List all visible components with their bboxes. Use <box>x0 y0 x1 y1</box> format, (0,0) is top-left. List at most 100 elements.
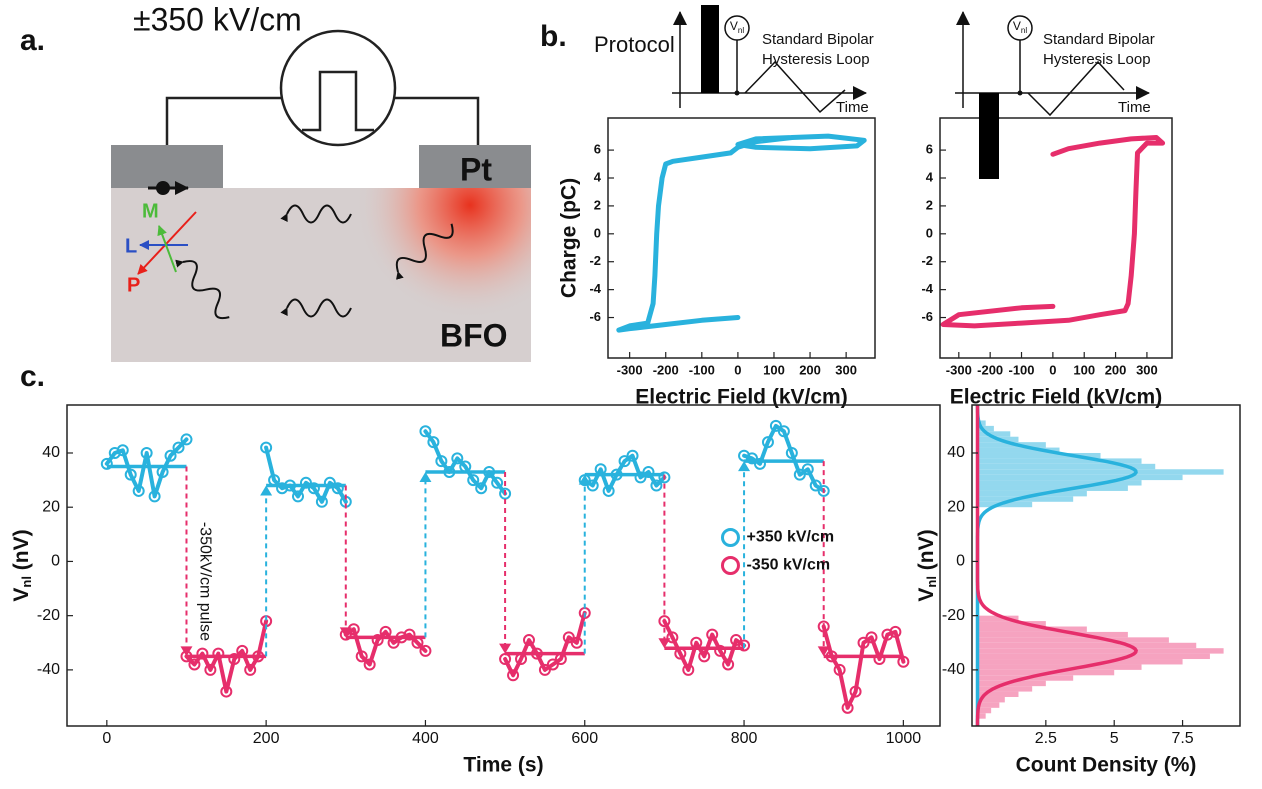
data-point <box>658 615 671 628</box>
x-tick-label: 600 <box>571 730 598 747</box>
x-tick-label: 0 <box>734 362 741 377</box>
x-tick-label: 300 <box>1136 362 1158 377</box>
data-point <box>172 441 185 454</box>
data-point <box>164 449 177 462</box>
x-tick-label: -200 <box>977 362 1003 377</box>
histogram-bar <box>977 702 1000 708</box>
data-point <box>546 658 559 671</box>
loop-label: Standard Bipolar <box>762 31 874 48</box>
plot-frame <box>607 117 876 359</box>
data-point <box>188 658 201 671</box>
histogram-bar <box>977 447 1060 453</box>
histogram-bar <box>977 631 1128 638</box>
data-point <box>714 644 727 657</box>
histogram-bar <box>977 707 992 714</box>
histogram-bar <box>977 480 1142 486</box>
histogram-bar <box>977 420 986 426</box>
legend-label: +350 kV/cm <box>746 529 834 546</box>
y-tick-label: -2 <box>589 253 601 268</box>
y-tick-label: -20 <box>942 607 965 624</box>
data-point <box>642 465 655 478</box>
histogram-bar <box>977 431 1011 437</box>
plot-frame <box>971 404 1241 727</box>
y-axis-label-subscript: nl <box>19 576 34 588</box>
probe-symbol: V <box>1013 19 1021 33</box>
x-tick-label: 1000 <box>886 730 922 747</box>
x-tick-label: 100 <box>763 362 785 377</box>
transition-arrowhead <box>419 471 432 482</box>
data-point <box>499 487 512 500</box>
histogram-bar <box>977 659 1183 665</box>
histogram-bar <box>977 469 1224 475</box>
m-vector <box>157 225 177 273</box>
y-tick-label: 6 <box>926 142 933 157</box>
y-axis-label: Vnl (nV) <box>10 529 35 601</box>
vector-label: L <box>125 235 137 257</box>
y-tick-label: -40 <box>942 661 965 678</box>
data-point <box>586 479 599 492</box>
data-point <box>817 484 830 497</box>
loop-label: Standard Bipolar <box>1043 31 1155 48</box>
y-tick-label: -20 <box>37 607 60 624</box>
histogram-bar <box>977 425 994 432</box>
y-tick-label: -40 <box>37 661 60 678</box>
series-line <box>104 423 826 504</box>
data-point <box>291 490 304 503</box>
x-tick-label: 400 <box>412 730 439 747</box>
y-tick-label: 0 <box>956 553 965 570</box>
probe-dot <box>1017 90 1023 96</box>
data-point <box>307 482 320 495</box>
y-tick-label: 4 <box>594 169 602 184</box>
x-tick-label: 5 <box>1110 730 1119 747</box>
p-vector <box>137 211 197 275</box>
y-axis-label-part: (nV) <box>10 529 33 576</box>
y-tick-label: -6 <box>589 309 601 324</box>
panel-label: b. <box>540 20 567 53</box>
probe-subscript: nl <box>738 26 744 35</box>
y-tick-label: 0 <box>926 225 933 240</box>
protocol: Protocol Vnl Standard Bipolar Hysteresis… <box>594 5 1155 179</box>
data-point <box>809 479 822 492</box>
x-tick-label: -300 <box>946 362 972 377</box>
transition-arrowhead <box>658 638 671 649</box>
transition-arrowhead <box>499 643 512 654</box>
histogram-bar <box>977 485 1128 491</box>
time-label: Time <box>1118 99 1151 116</box>
magnon-wave <box>280 298 352 318</box>
panel-label: c. <box>20 360 45 393</box>
loop-label: Hysteresis Loop <box>1043 51 1151 68</box>
probe <box>1007 15 1033 41</box>
charts: -300 -200 -100 0 100 200 300-6-4-20246Electric… <box>10 117 1241 777</box>
histogram-bar <box>977 615 1019 622</box>
data-point <box>658 471 671 484</box>
y-tick-label: 4 <box>926 169 934 184</box>
histogram-bar <box>977 490 1087 497</box>
data-point <box>618 455 631 468</box>
histogram-bar <box>977 686 1033 692</box>
loop-line <box>616 133 867 333</box>
transition-arrowhead <box>578 474 591 485</box>
panel-a: a. ±350 kV/cm Pt BFO M L P <box>20 1 531 362</box>
field-label: ±350 kV/cm <box>133 1 302 37</box>
data-point <box>507 669 520 682</box>
loop-label: Hysteresis Loop <box>762 51 870 68</box>
x-tick-label: -200 <box>653 362 679 377</box>
time-label: Time <box>836 99 869 116</box>
data-point <box>419 425 432 438</box>
spin <box>156 181 170 195</box>
y-tick-label: 2 <box>926 197 933 212</box>
y-tick-label: 0 <box>594 225 601 240</box>
data-point <box>467 474 480 487</box>
histogram-bar <box>977 501 1033 508</box>
plot-frame <box>939 117 1173 359</box>
x-axis-label: Count Density (%) <box>1016 754 1197 777</box>
data-point <box>650 479 663 492</box>
data-point <box>299 476 312 489</box>
y-tick-label: 6 <box>594 142 601 157</box>
pulse-bar <box>979 93 999 179</box>
heat-glow <box>111 188 531 362</box>
x-tick-label: 7.5 <box>1171 730 1193 747</box>
data-point <box>475 482 488 495</box>
x-tick-label: 2.5 <box>1035 730 1057 747</box>
